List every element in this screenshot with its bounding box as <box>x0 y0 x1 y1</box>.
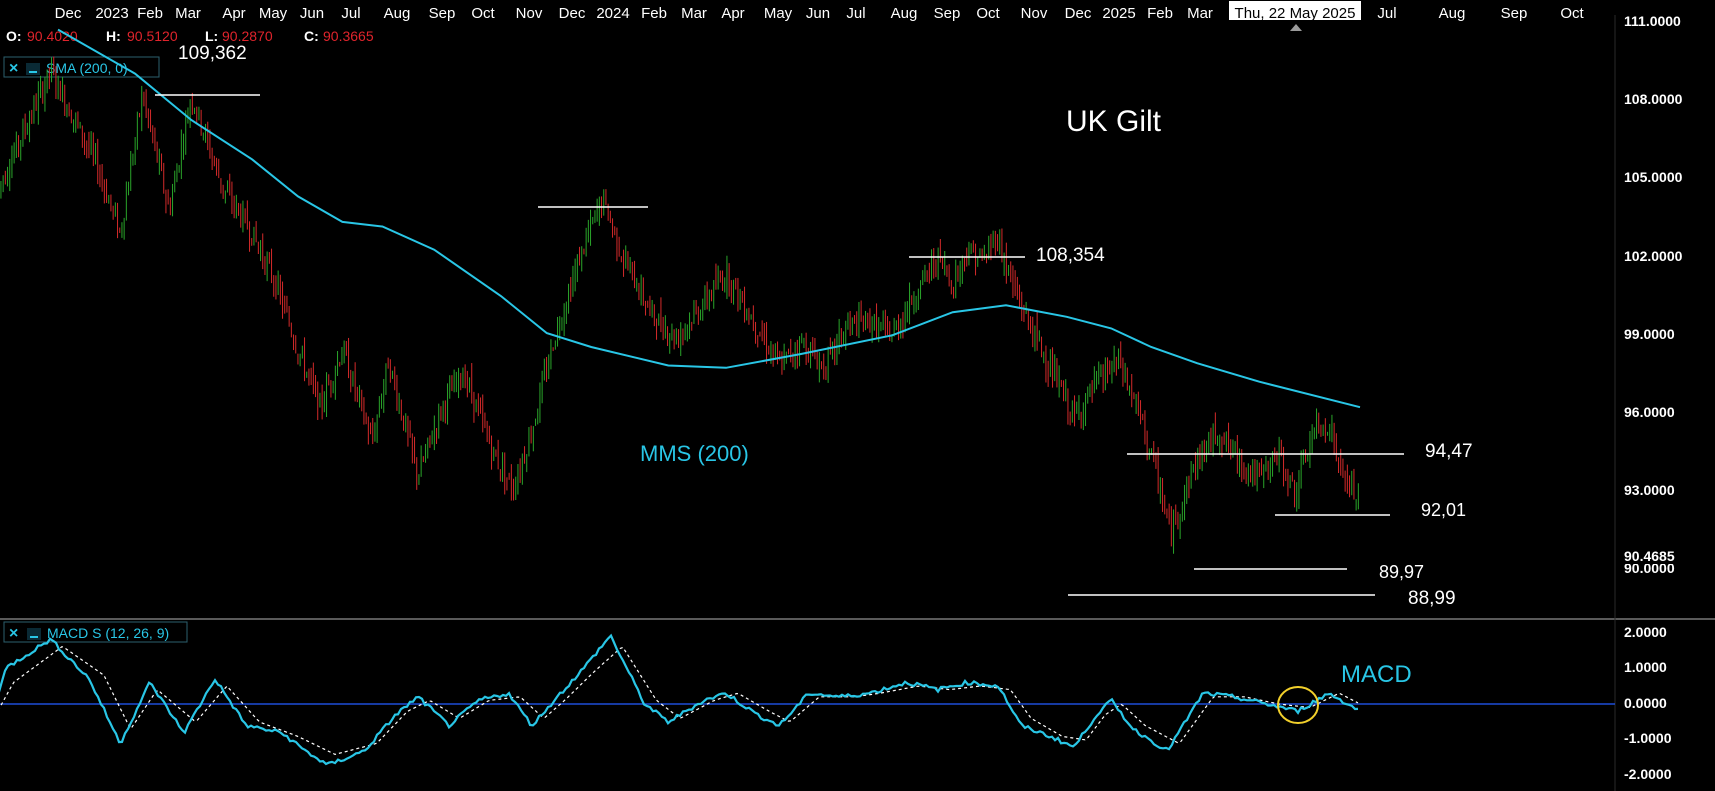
last-price-box <box>1618 546 1708 564</box>
high-label: H: <box>106 28 121 44</box>
macd-annotation: MACD <box>1341 661 1412 688</box>
macd-axis-label: -1.0000 <box>1624 730 1672 746</box>
time-axis-label: Aug <box>1439 5 1466 22</box>
ohlc-readout: O: 90.4020 H: 90.5120 L: 90.2870 C: 90.3… <box>6 28 374 44</box>
low-label: L: <box>205 28 218 44</box>
macd-panel[interactable]: MACD <box>0 633 1615 766</box>
time-cursor-marker <box>1290 24 1302 31</box>
time-axis-label: Mar <box>175 5 201 22</box>
minimize-icon[interactable] <box>27 628 41 640</box>
time-axis-label: Jun <box>300 5 324 22</box>
close-value: 90.3665 <box>323 28 374 44</box>
minimize-icon-bar <box>29 71 37 73</box>
price-axis-label: 105.0000 <box>1624 169 1683 185</box>
time-axis-label: Oct <box>976 5 1000 22</box>
time-axis-label: Sep <box>429 5 456 22</box>
close-x-icon[interactable]: × <box>9 60 18 77</box>
sma-legend-frame <box>3 56 160 78</box>
time-axis-label: Jul <box>846 5 865 22</box>
time-axis-label: 2024 <box>596 5 629 22</box>
candles <box>0 56 1359 554</box>
time-axis-label: Feb <box>641 5 667 22</box>
macd-axis[interactable]: 2.0000 1.0000 0.0000 -1.0000 -2.0000 <box>1624 624 1672 782</box>
macd-axis-label: -2.0000 <box>1624 766 1672 782</box>
high-2023-label: 109,362 <box>178 43 247 64</box>
time-axis-label: May <box>764 5 793 22</box>
time-axis-cursor-label: Thu, 22 May 2025 <box>1235 5 1356 22</box>
price-axis-label: 102.0000 <box>1624 248 1683 264</box>
level-8997-label: 89,97 <box>1379 562 1424 582</box>
sma-legend-label[interactable]: SMA (200, 0) <box>46 60 128 76</box>
open-value: 90.4020 <box>27 28 78 44</box>
high-value: 90.5120 <box>127 28 178 44</box>
time-axis-label: Jul <box>341 5 360 22</box>
time-axis-label: Dec <box>559 5 586 22</box>
high-2024-label: 108,354 <box>1036 245 1105 266</box>
macd-crossover-highlight <box>1277 686 1319 724</box>
chart-title: UK Gilt <box>1066 105 1162 138</box>
macd-legend-frame <box>3 621 188 643</box>
time-axis-label: Feb <box>137 5 163 22</box>
price-axis[interactable]: 111.0000 108.0000 105.0000 102.0000 99.0000 9… <box>1618 13 1708 576</box>
time-axis-label: Dec <box>55 5 82 22</box>
price-panel[interactable] <box>0 28 1404 596</box>
time-axis-label: Oct <box>1560 5 1584 22</box>
low-value: 90.2870 <box>222 28 273 44</box>
level-9201-label: 92,01 <box>1421 500 1466 520</box>
time-axis-label: 2025 <box>1102 5 1135 22</box>
time-axis-label: Feb <box>1147 5 1173 22</box>
close-label: C: <box>304 28 319 44</box>
level-lines <box>155 94 1404 596</box>
price-axis-label: 111.0000 <box>1624 13 1681 29</box>
time-axis-label: Oct <box>471 5 495 22</box>
close-x-icon[interactable]: × <box>9 625 18 642</box>
time-axis-label: Sep <box>1501 5 1528 22</box>
time-axis-label: Jun <box>806 5 830 22</box>
macd-axis-label: 1.0000 <box>1624 659 1667 675</box>
macd-axis-label: 2.0000 <box>1624 624 1667 640</box>
level-8899-label: 88,99 <box>1408 588 1456 609</box>
price-axis-label: 108.0000 <box>1624 91 1683 107</box>
level-9447-label: 94,47 <box>1425 441 1473 462</box>
annotations: UK Gilt MMS (200) 109,362 108,354 94,47 … <box>178 43 1473 609</box>
macd-legend: × MACD S (12, 26, 9) <box>3 621 188 643</box>
minimize-icon-bar <box>30 636 38 638</box>
minimize-icon[interactable] <box>26 63 40 75</box>
time-axis-label: Aug <box>891 5 918 22</box>
macd-line <box>0 633 1359 766</box>
time-axis-label: Nov <box>1021 5 1048 22</box>
time-axis-label: Apr <box>721 5 744 22</box>
time-axis[interactable]: Dec 2023 Feb Mar Apr May Jun Jul Aug Sep Oct Nov Dec… <box>55 1 1585 31</box>
time-axis-label: Jul <box>1377 5 1396 22</box>
price-axis-label: 96.0000 <box>1624 404 1675 420</box>
time-axis-label: May <box>259 5 288 22</box>
time-axis-label: 2023 <box>95 5 128 22</box>
time-axis-label: Mar <box>681 5 707 22</box>
macd-signal-line <box>0 645 1359 756</box>
sma-legend: × SMA (200, 0) <box>3 56 160 78</box>
macd-axis-label: 0.0000 <box>1624 695 1667 711</box>
macd-legend-label[interactable]: MACD S (12, 26, 9) <box>47 625 169 641</box>
time-axis-label: Nov <box>516 5 543 22</box>
time-axis-label: Sep <box>934 5 961 22</box>
sma-200-line <box>57 28 1361 409</box>
time-axis-label: Mar <box>1187 5 1213 22</box>
price-axis-label: 93.0000 <box>1624 482 1675 498</box>
time-axis-label: Apr <box>222 5 245 22</box>
time-cursor-box <box>1229 1 1361 20</box>
last-price-label: 90.4685 <box>1624 548 1675 564</box>
time-axis-label: Dec <box>1065 5 1092 22</box>
open-label: O: <box>6 28 22 44</box>
time-axis-label: Aug <box>384 5 411 22</box>
sma-annotation: MMS (200) <box>640 441 749 466</box>
price-axis-label: 99.0000 <box>1624 326 1675 342</box>
